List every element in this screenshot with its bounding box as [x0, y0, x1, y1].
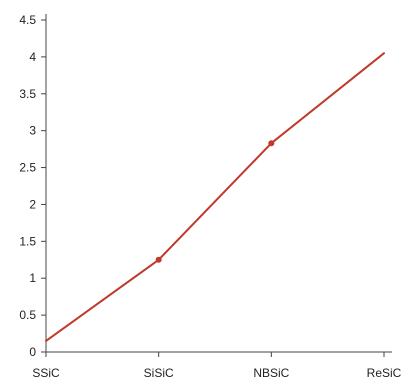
y-tick-label: 0.5 — [19, 308, 36, 322]
series-line — [45, 52, 385, 342]
y-tick-label: 0 — [29, 345, 36, 359]
y-tick-label: 2 — [29, 197, 36, 211]
y-tick-label: 4.5 — [19, 13, 36, 27]
data-point-marker — [268, 140, 275, 147]
x-tick-label: SiSiC — [144, 366, 174, 380]
x-tick-label: NBSiC — [253, 366, 289, 380]
y-axis: 0 0.5 1 1.5 2 2.5 3 3.5 4 4.5 — [19, 13, 47, 359]
y-tick-label: 1 — [29, 271, 36, 285]
y-tick-label: 4 — [29, 50, 36, 64]
x-axis: SSiC SiSiC NBSiC ReSiC — [32, 351, 402, 380]
y-tick-label: 3.5 — [19, 87, 36, 101]
x-tick-label: ReSiC — [367, 366, 402, 380]
y-tick-label: 3 — [29, 124, 36, 138]
y-tick-label: 1.5 — [19, 234, 36, 248]
x-tick-label: SSiC — [32, 366, 60, 380]
data-point-marker — [155, 256, 162, 263]
series-group — [45, 52, 385, 342]
y-tick-label: 2.5 — [19, 161, 36, 175]
